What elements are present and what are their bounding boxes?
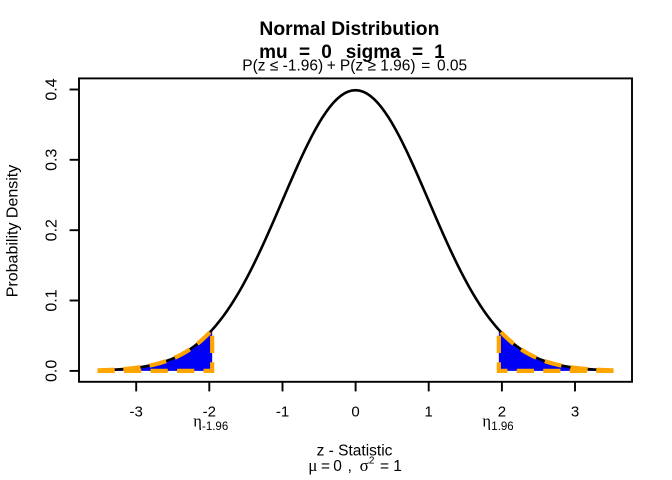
- svg-text:P(z ≥ 1.96): P(z ≥ 1.96): [340, 57, 416, 74]
- svg-text:1: 1: [434, 42, 445, 63]
- svg-text:0.4: 0.4: [43, 78, 60, 100]
- svg-text:Probability Density: Probability Density: [4, 165, 21, 298]
- svg-text:2: 2: [498, 404, 506, 421]
- svg-text:μ: μ: [308, 456, 317, 475]
- svg-text:1: 1: [393, 458, 402, 475]
- svg-text:sigma: sigma: [346, 42, 401, 63]
- svg-text:0: 0: [351, 404, 359, 421]
- svg-text:=: =: [321, 458, 330, 475]
- svg-text:3: 3: [571, 404, 579, 421]
- svg-text:-1: -1: [276, 404, 289, 421]
- svg-text:2: 2: [369, 456, 375, 467]
- svg-text:0.3: 0.3: [43, 149, 60, 171]
- svg-text:Normal Distribution: Normal Distribution: [259, 19, 439, 40]
- svg-text:-1.96: -1.96: [202, 421, 228, 433]
- svg-text:+: +: [327, 57, 336, 74]
- svg-text:=: =: [299, 42, 310, 63]
- svg-text:0.0: 0.0: [43, 360, 60, 382]
- svg-text:σ: σ: [360, 456, 369, 475]
- svg-text:P(z ≤ -1.96): P(z ≤ -1.96): [242, 57, 323, 74]
- svg-text:=: =: [421, 57, 430, 74]
- svg-text:0.05: 0.05: [437, 57, 467, 74]
- svg-text:1.96: 1.96: [491, 421, 513, 433]
- svg-text:1: 1: [425, 404, 433, 421]
- svg-text:0.2: 0.2: [43, 219, 60, 241]
- svg-text:η: η: [482, 412, 491, 431]
- svg-text:-2: -2: [203, 404, 216, 421]
- svg-text:,: ,: [348, 458, 352, 475]
- svg-text:=: =: [380, 458, 389, 475]
- svg-text:η: η: [193, 412, 202, 431]
- svg-text:0: 0: [333, 458, 342, 475]
- svg-text:=: =: [412, 42, 423, 63]
- svg-text:0.1: 0.1: [43, 289, 60, 311]
- svg-text:z - Statistic: z - Statistic: [317, 443, 393, 460]
- svg-text:0: 0: [321, 42, 332, 63]
- svg-text:mu: mu: [259, 42, 288, 63]
- svg-text:-3: -3: [130, 404, 143, 421]
